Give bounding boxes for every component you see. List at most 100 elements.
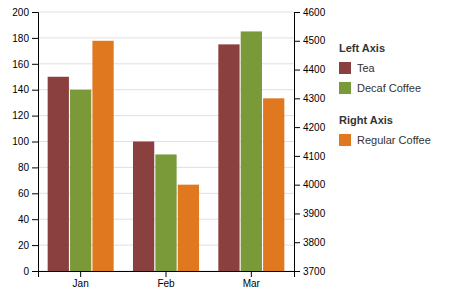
tick-label: Jan [73, 278, 89, 289]
tick-mark [294, 41, 300, 42]
tick: 200 [12, 7, 38, 18]
bar [92, 41, 113, 271]
tick-mark [32, 38, 38, 39]
tick-mark [294, 98, 300, 99]
legend-label: Tea [357, 62, 376, 74]
tick: 80 [18, 162, 38, 173]
tick: 4500 [294, 35, 326, 46]
tick-label: 200 [12, 7, 29, 18]
tick-label: 0 [23, 266, 29, 277]
tick: 160 [12, 59, 38, 70]
legend-swatch [339, 62, 351, 74]
tick: 4000 [294, 179, 326, 190]
grid-line [38, 12, 294, 13]
bar [133, 142, 154, 272]
tick-label: 4300 [303, 93, 326, 104]
bar [241, 31, 262, 271]
tick-mark [294, 213, 300, 214]
tick-mark [251, 271, 252, 277]
tick-label: 4500 [303, 35, 326, 46]
legend-label: Regular Coffee [357, 134, 431, 146]
tick-mark [32, 271, 38, 272]
tick-mark [32, 167, 38, 168]
tick-mark [32, 116, 38, 117]
legend-title: Right Axis [339, 114, 393, 126]
tick-label: Feb [157, 278, 175, 289]
tick: 40 [18, 214, 38, 225]
axis-line [39, 272, 295, 278]
tick-mark [32, 219, 38, 220]
legend-title: Left Axis [339, 42, 385, 54]
tick-label: 40 [18, 214, 30, 225]
tick-label: 120 [12, 110, 29, 121]
tick-label: 20 [18, 240, 30, 251]
x-axis: Jan Feb Mar [39, 271, 295, 289]
bar [70, 90, 91, 271]
tick: 3700 [294, 266, 326, 277]
tick: Mar [243, 271, 261, 289]
tick-label: 3800 [303, 237, 326, 248]
tick-mark [294, 271, 300, 272]
tick-mark [32, 193, 38, 194]
tick-mark [80, 271, 81, 277]
tick: Feb [157, 271, 175, 289]
tick: 4400 [294, 64, 326, 75]
axis-line [32, 13, 39, 272]
tick-label: 140 [12, 84, 29, 95]
tick-label: 3900 [303, 208, 326, 219]
bar [218, 44, 239, 271]
tick-label: 160 [12, 59, 29, 70]
tick-mark [166, 271, 167, 277]
tick-mark [32, 90, 38, 91]
tick: 180 [12, 33, 38, 44]
tick: 120 [12, 110, 38, 121]
tick-label: 180 [12, 33, 29, 44]
y2-axis: 3700 3800 3900 4000 4100 4200 4300 4400 4500 4600 [294, 7, 326, 277]
tick: 4100 [294, 151, 326, 162]
plot: Jan Feb Mar 0 20 40 60 80 100 120 140 160 180 200 3700… [12, 7, 325, 297]
tick-mark [294, 12, 300, 13]
tick: 60 [18, 188, 38, 199]
legend-swatch [339, 82, 351, 94]
tick-mark [294, 156, 300, 157]
tick-label: 60 [18, 188, 30, 199]
tick: 140 [12, 84, 38, 95]
y-axis: 0 20 40 60 80 100 120 140 160 180 200 [12, 7, 38, 277]
tick-label: 4600 [303, 7, 326, 18]
tick-label: 4200 [303, 122, 326, 133]
tick: 20 [18, 240, 38, 251]
axis-line [295, 13, 301, 272]
tick: 3900 [294, 208, 326, 219]
tick-mark [32, 142, 38, 143]
tick: 4600 [294, 7, 326, 18]
tick-mark [294, 127, 300, 128]
bar [48, 77, 69, 271]
bars [48, 31, 285, 271]
legend: Left Axis Tea Decaf Coffee Right Axis Regula… [339, 42, 431, 146]
tick: 0 [23, 266, 38, 277]
tick-label: 3700 [303, 266, 326, 277]
tick-mark [32, 64, 38, 65]
tick-mark [32, 12, 38, 13]
bar [155, 154, 176, 271]
tick-label: 80 [18, 162, 30, 173]
chart: Jan Feb Mar 0 20 40 60 80 100 120 140 160 180 200 3700… [0, 0, 459, 297]
tick-label: 4000 [303, 179, 326, 190]
tick-label: Mar [243, 278, 261, 289]
bar [263, 98, 284, 271]
tick-mark [294, 70, 300, 71]
legend-swatch [339, 134, 351, 146]
tick-label: 4400 [303, 64, 326, 75]
tick: 4200 [294, 122, 326, 133]
tick-mark [294, 185, 300, 186]
grid [38, 12, 294, 271]
tick: 3800 [294, 237, 326, 248]
bar [178, 185, 199, 271]
tick: 100 [12, 136, 38, 147]
tick: Jan [73, 271, 89, 289]
tick-label: 4100 [303, 151, 326, 162]
tick-label: 100 [12, 136, 29, 147]
tick: 4300 [294, 93, 326, 104]
legend-label: Decaf Coffee [357, 82, 421, 94]
tick-mark [32, 245, 38, 246]
